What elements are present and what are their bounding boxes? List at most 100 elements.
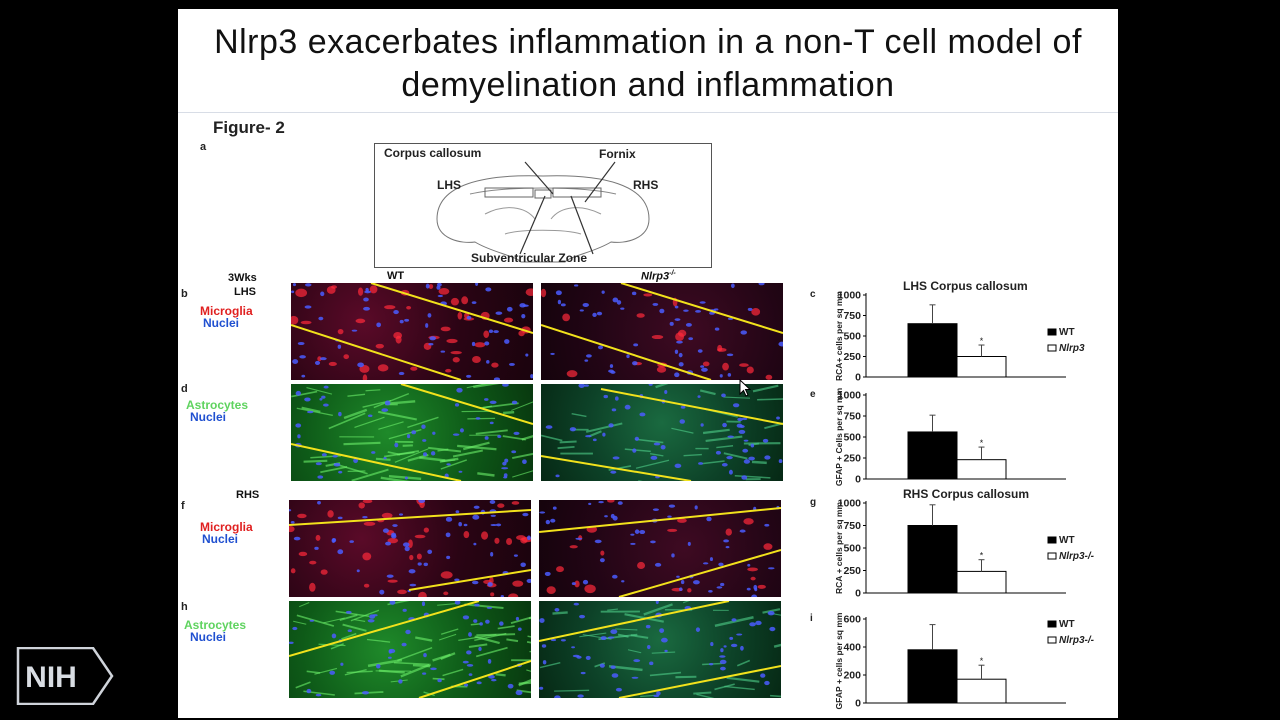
chart-g-bar-wt [907, 525, 958, 594]
panel-letter-a: a [200, 141, 207, 153]
label-lhs: LHS [437, 178, 461, 192]
nih-logo: NIH [16, 647, 114, 705]
title-line-2: demyelination and inflammation [401, 66, 895, 104]
chart-i-legend-label-0: WT [1059, 619, 1075, 630]
chart-i: i GFAP + cells per sq mm 0 200 400 600 * WT Nlrp… [798, 601, 1118, 713]
stain-label-microglia-b: Microglia [200, 304, 253, 318]
chart-e-bar-wt [907, 431, 958, 480]
chart-i-ytick-label-400: 400 [843, 642, 861, 654]
chart-e-bar-nlrp3 [956, 459, 1007, 480]
chart-e-panel-letter: e [810, 389, 816, 400]
micrograph-h-nlrp3 [539, 601, 781, 698]
brain-schematic: Corpus callosum Fornix LHS RHS Subventri… [374, 143, 712, 268]
chart-i-ytick-label-200: 200 [843, 670, 861, 682]
chart-c-legend-label-0: WT [1059, 327, 1075, 338]
micrograph-b-wt [291, 283, 533, 380]
chart-e: e GFAP + Cells per sq mm 0 250 500 750 1000 * [798, 377, 1118, 489]
chart-e-ytick-label-0: 0 [855, 474, 861, 486]
chart-e-ylabel: GFAP + Cells per sq mm [834, 387, 844, 486]
chart-i-bar-nlrp3 [956, 678, 1007, 704]
stain-label-nuclei-h: Nuclei [190, 630, 227, 644]
micrograph-f-wt [289, 500, 531, 597]
chart-e-ytick-label-750: 750 [843, 411, 861, 423]
chart-e-ytick-label-250: 250 [843, 453, 861, 465]
micrograph-f-nlrp3 [539, 500, 781, 597]
micrograph-d-wt [291, 384, 533, 481]
chart-c-title: LHS Corpus callosum [903, 279, 1028, 293]
slide: Nlrp3 exacerbates inflammation in a non-… [178, 9, 1118, 718]
panel-letter-b: b [181, 288, 188, 300]
chart-i-ytick-label-600: 600 [843, 614, 861, 626]
chart-i-ytick-label-0: 0 [855, 698, 861, 710]
chart-c-ytick-label-250: 250 [843, 351, 861, 363]
label-corpus-callosum: Corpus callosum [384, 146, 482, 160]
micrograph-b-nlrp3 [541, 283, 783, 380]
chart-c-bar-nlrp3 [956, 356, 1007, 378]
chart-i-bar-wt [907, 649, 958, 704]
title-line-1: Nlrp3 exacerbates inflammation in a non-… [214, 23, 1082, 61]
chart-c: c LHS Corpus callosum RCA+ cells per sq mm… [798, 277, 1118, 387]
chart-g-legend-swatch-0 [1047, 536, 1057, 544]
column-header-nlrp3-sup: -/- [669, 270, 676, 277]
panel-letter-d: d [181, 383, 188, 395]
chart-g-ylabel: RCA + cells per sq mm [834, 502, 844, 594]
chart-c-significance-1: * [980, 336, 984, 346]
chart-c-legend-swatch-0 [1047, 328, 1057, 336]
figure-label: Figure- 2 [213, 118, 285, 137]
panel-letter-f: f [181, 500, 185, 512]
chart-g: g RHS Corpus callosum RCA + cells per sq m… [798, 485, 1118, 603]
chart-g-bar-nlrp3 [956, 570, 1007, 594]
chart-c-ytick-label-750: 750 [843, 310, 861, 322]
chart-i-panel-letter: i [810, 613, 813, 624]
chart-g-ytick-label-250: 250 [843, 565, 861, 577]
chart-i-legend-swatch-0 [1047, 620, 1057, 628]
chart-e-ytick-label-1000: 1000 [838, 390, 862, 402]
slide-title: Nlrp3 exacerbates inflammation in a non-… [178, 21, 1118, 107]
title-divider [178, 112, 1118, 113]
timepoint-label: 3Wks [228, 272, 257, 284]
panel-letter-h: h [181, 601, 188, 613]
label-subventricular-zone: Subventricular Zone [471, 251, 588, 265]
row-label-lhs: LHS [234, 286, 256, 298]
chart-i-significance-1: * [980, 656, 984, 666]
chart-g-ytick-label-500: 500 [843, 543, 861, 555]
chart-g-significance-1: * [980, 551, 984, 561]
stain-label-nuclei-f: Nuclei [202, 532, 239, 546]
brain-outline-drawing [436, 161, 650, 263]
chart-i-ylabel: GFAP + cells per sq mm [834, 612, 844, 709]
stain-label-nuclei-d: Nuclei [190, 410, 227, 424]
chart-c-panel-letter: c [810, 289, 816, 300]
stain-label-astrocytes-h: Astrocytes [184, 618, 247, 632]
chart-c-ytick-label-1000: 1000 [838, 290, 862, 302]
chart-e-ytick-label-500: 500 [843, 432, 861, 444]
column-header-nlrp3: Nlrp3-/- [641, 270, 676, 283]
micrograph-h-wt [289, 601, 531, 698]
chart-c-ylabel: RCA+ cells per sq mm [834, 291, 844, 381]
chart-g-legend-swatch-1 [1047, 552, 1057, 560]
column-header-nlrp3-text: Nlrp3 [641, 270, 670, 283]
nih-logo-text: NIH [25, 661, 77, 694]
stain-label-astrocytes-d: Astrocytes [186, 398, 249, 412]
label-rhs: RHS [633, 178, 659, 192]
chart-g-title: RHS Corpus callosum [903, 487, 1029, 501]
chart-g-legend-label-1: Nlrp3-/- [1059, 551, 1095, 562]
chart-g-ytick-label-0: 0 [855, 588, 861, 600]
mouse-cursor-icon [739, 379, 751, 397]
label-fornix: Fornix [599, 147, 636, 161]
chart-g-legend-label-0: WT [1059, 535, 1075, 546]
row-label-rhs: RHS [236, 489, 260, 501]
chart-g-panel-letter: g [810, 497, 816, 508]
chart-c-legend-swatch-1 [1047, 344, 1057, 352]
stain-label-nuclei-b: Nuclei [203, 316, 240, 330]
chart-i-legend-swatch-1 [1047, 636, 1057, 644]
column-header-wt: WT [387, 270, 405, 282]
chart-i-legend-label-1: Nlrp3-/- [1059, 635, 1095, 646]
chart-c-ytick-label-0: 0 [855, 372, 861, 384]
chart-c-ytick-label-500: 500 [843, 331, 861, 343]
micrograph-d-nlrp3 [541, 384, 783, 481]
chart-c-legend-label-1: Nlrp3 [1059, 343, 1085, 354]
chart-g-ytick-label-1000: 1000 [838, 498, 862, 510]
chart-g-ytick-label-750: 750 [843, 520, 861, 532]
stain-label-microglia-f: Microglia [200, 520, 253, 534]
chart-c-bar-wt [907, 323, 958, 378]
